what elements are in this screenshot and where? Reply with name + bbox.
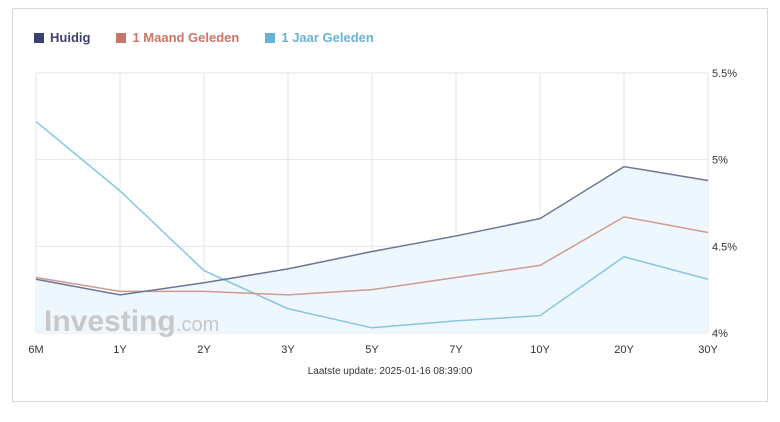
legend-item-huidig[interactable]: Huidig (34, 30, 90, 45)
y-axis-ticks: 5.5% 5% 4.5% 4% (712, 68, 737, 340)
watermark-suffix: .com (176, 314, 219, 336)
legend-swatch-1-jaar (265, 32, 276, 43)
legend-item-1-jaar[interactable]: 1 Jaar Geleden (265, 30, 374, 45)
series-line-huidig[interactable] (35, 165, 709, 296)
y-tick-label: 5.5% (712, 68, 737, 80)
x-tick-label: 10Y (530, 344, 550, 356)
y-tick-label: 5% (712, 155, 728, 167)
legend-swatch-1-maand (116, 32, 127, 43)
x-tick-label: 2Y (197, 344, 211, 356)
y-tick-label: 4.5% (712, 241, 737, 253)
legend-label-huidig: Huidig (50, 30, 91, 45)
x-tick-label: 20Y (614, 344, 634, 356)
watermark-brand: Investing (44, 305, 176, 338)
legend-item-1-maand[interactable]: 1 Maand Geleden (116, 30, 239, 45)
x-tick-label: 30Y (698, 344, 718, 356)
investing-watermark: Investing .com (44, 305, 219, 338)
legend-label-1-maand: 1 Maand Geleden (132, 30, 240, 45)
series-line-1-jaar-geleden[interactable] (35, 120, 709, 329)
x-tick-label: 1Y (113, 344, 127, 356)
legend-label-1-jaar: 1 Jaar Geleden (281, 30, 374, 45)
x-tick-label: 6M (28, 344, 43, 356)
x-tick-label: 5Y (365, 344, 379, 356)
y-tick-label: 4% (712, 328, 728, 340)
legend: Huidig 1 Maand Geleden 1 Jaar Geleden (34, 30, 374, 45)
legend-swatch-huidig (34, 32, 44, 43)
x-tick-label: 3Y (281, 344, 295, 356)
series-lines (35, 120, 709, 329)
x-tick-label: 7Y (449, 344, 463, 356)
last-update: Laatste update: 2025-01-16 08:39:00 (307, 366, 473, 377)
x-axis-ticks: 6M 1Y 2Y 3Y 5Y 7Y 10Y 20Y 30Y (28, 344, 718, 356)
